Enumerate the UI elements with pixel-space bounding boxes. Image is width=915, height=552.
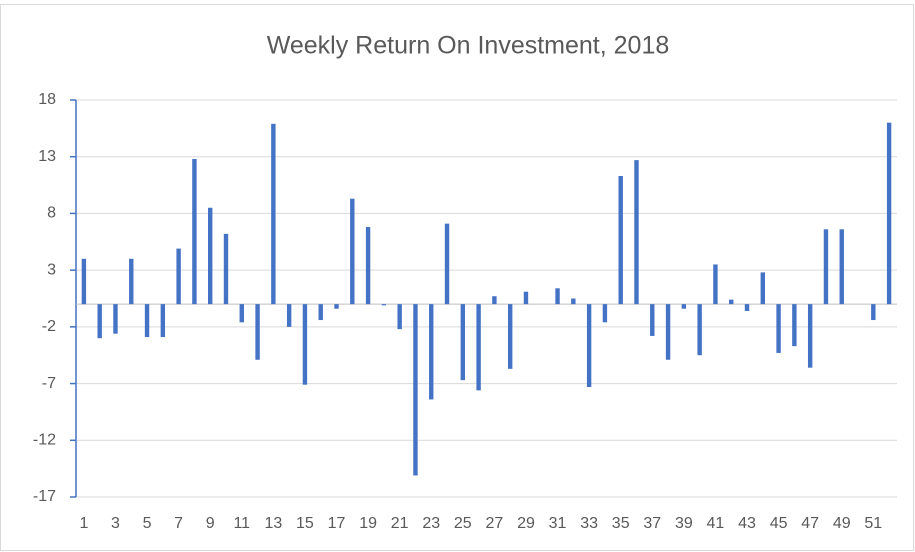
bar bbox=[97, 304, 102, 339]
bar bbox=[776, 304, 781, 353]
bar bbox=[871, 304, 876, 321]
y-tick-label: -7 bbox=[42, 375, 56, 392]
y-tick-label: -2 bbox=[42, 318, 56, 335]
bar bbox=[507, 304, 513, 369]
x-tick-label: 1 bbox=[79, 515, 88, 532]
x-tick-label: 15 bbox=[296, 515, 314, 532]
bar bbox=[571, 298, 576, 305]
x-tick-label: 11 bbox=[233, 515, 250, 532]
bar bbox=[160, 304, 166, 338]
bar bbox=[334, 304, 339, 309]
x-tick-label: 21 bbox=[391, 515, 409, 532]
bar bbox=[823, 229, 829, 305]
bar bbox=[429, 304, 434, 400]
x-tick-label: 39 bbox=[675, 515, 693, 532]
bar bbox=[271, 123, 276, 305]
bar bbox=[413, 304, 418, 476]
bar bbox=[650, 304, 655, 336]
x-tick-label: 47 bbox=[801, 515, 819, 532]
bar bbox=[286, 304, 292, 327]
y-tick-label: 3 bbox=[47, 261, 56, 278]
x-tick-label: 5 bbox=[143, 515, 152, 532]
bar bbox=[729, 299, 734, 305]
x-tick-label: 17 bbox=[328, 515, 346, 532]
x-tick-label: 7 bbox=[174, 515, 183, 532]
bar bbox=[807, 304, 813, 368]
x-tick-label: 41 bbox=[707, 515, 725, 532]
x-tick-label: 35 bbox=[612, 515, 630, 532]
bar bbox=[350, 198, 355, 305]
bar bbox=[113, 304, 118, 334]
bar bbox=[223, 233, 229, 305]
bar bbox=[634, 160, 639, 305]
bar bbox=[602, 304, 608, 323]
bar bbox=[618, 175, 623, 305]
x-tick-label: 25 bbox=[454, 515, 472, 532]
x-tick-label: 31 bbox=[549, 515, 567, 532]
bar bbox=[81, 258, 87, 305]
bar bbox=[713, 264, 718, 305]
x-tick-label: 27 bbox=[485, 515, 503, 532]
bar bbox=[444, 223, 450, 305]
bar bbox=[129, 258, 134, 305]
chart-border bbox=[0, 4, 914, 551]
bar bbox=[665, 304, 671, 360]
bar bbox=[192, 158, 197, 305]
x-tick-label: 13 bbox=[264, 515, 282, 532]
bar bbox=[555, 288, 560, 305]
bar bbox=[302, 304, 308, 385]
bar bbox=[839, 229, 844, 305]
bar bbox=[586, 304, 592, 387]
x-tick-label: 29 bbox=[517, 515, 535, 532]
x-tick-label: 3 bbox=[111, 515, 120, 532]
bar bbox=[318, 304, 323, 321]
bar bbox=[176, 248, 181, 305]
bar bbox=[744, 304, 750, 311]
bar bbox=[476, 304, 481, 391]
x-tick-label: 45 bbox=[770, 515, 788, 532]
bar bbox=[144, 304, 150, 338]
x-tick-label: 23 bbox=[422, 515, 440, 532]
x-tick-label: 33 bbox=[580, 515, 598, 532]
y-tick-label: 13 bbox=[38, 148, 56, 165]
y-tick-label: 8 bbox=[47, 205, 56, 222]
bar bbox=[492, 296, 497, 305]
bar bbox=[792, 304, 797, 347]
bar bbox=[460, 304, 466, 381]
bar bbox=[255, 304, 260, 360]
bar bbox=[523, 291, 529, 305]
x-tick-label: 51 bbox=[864, 515, 882, 532]
x-tick-label: 43 bbox=[738, 515, 756, 532]
bar bbox=[208, 207, 213, 305]
y-tick-label: -12 bbox=[33, 432, 56, 449]
x-tick-label: 37 bbox=[643, 515, 661, 532]
bar bbox=[681, 304, 687, 309]
chart-title: Weekly Return On Investment, 2018 bbox=[267, 32, 670, 60]
x-tick-label: 9 bbox=[206, 515, 215, 532]
bar bbox=[381, 304, 387, 306]
bar bbox=[365, 227, 371, 305]
y-tick-label: 18 bbox=[38, 91, 56, 108]
bar bbox=[886, 122, 892, 305]
bar bbox=[397, 304, 402, 330]
bar bbox=[760, 272, 765, 305]
bar bbox=[697, 304, 702, 356]
x-tick-label: 49 bbox=[833, 515, 851, 532]
y-tick-label: -17 bbox=[33, 488, 56, 505]
x-tick-label: 19 bbox=[359, 515, 377, 532]
bar bbox=[239, 304, 244, 323]
